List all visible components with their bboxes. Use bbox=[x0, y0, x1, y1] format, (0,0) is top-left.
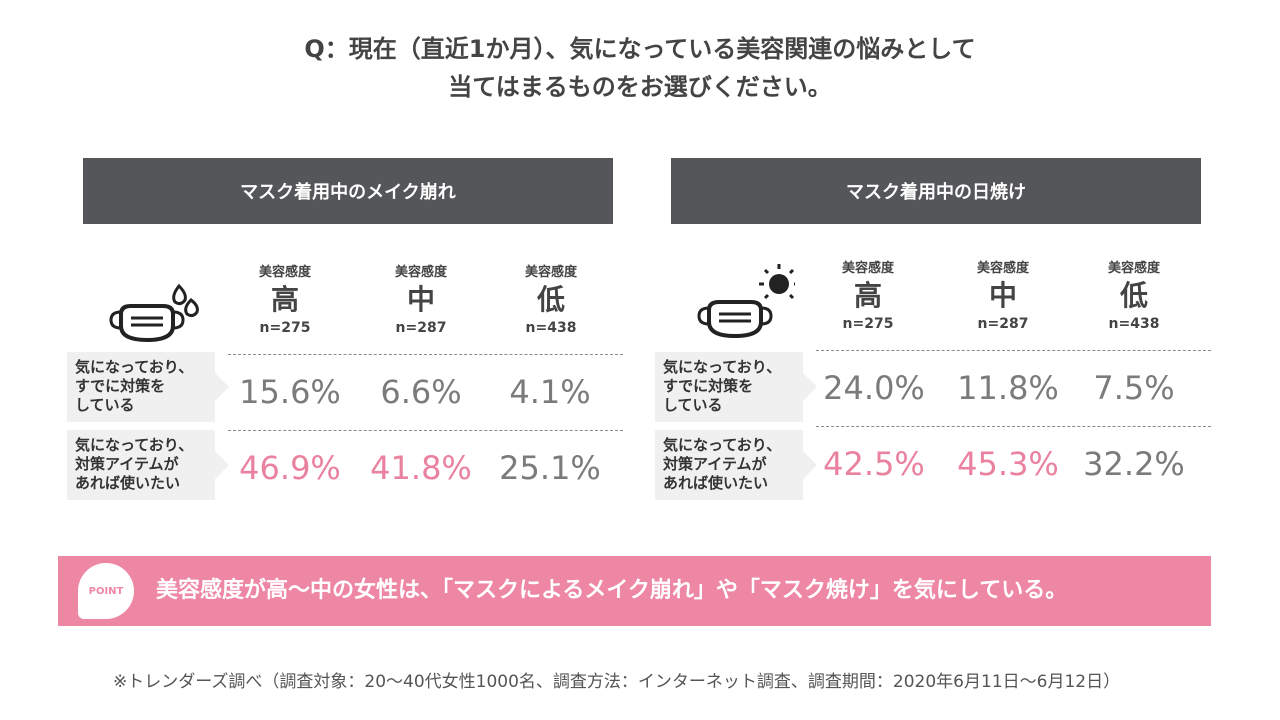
row-label-line: している bbox=[75, 396, 135, 414]
row-label-line: 気になっており、 bbox=[75, 358, 194, 376]
col-n: n=438 bbox=[1108, 316, 1160, 332]
col-label: 美容感度 bbox=[976, 261, 1029, 276]
row-label-line: 気になっており、 bbox=[663, 358, 782, 376]
row-divider bbox=[228, 430, 623, 431]
point-text: 美容感度が高〜中の女性は、「マスクによるメイク崩れ」や「マスク焼け」を気にしてい… bbox=[156, 578, 1068, 603]
col-label: 美容感度 bbox=[841, 261, 894, 276]
col-head-low: 美容感度 低 n=438 bbox=[1079, 260, 1189, 334]
value-cell: 11.8% bbox=[957, 369, 1059, 407]
value-cell: 41.8% bbox=[370, 449, 472, 487]
value-cell: 6.6% bbox=[380, 373, 462, 411]
col-n: n=438 bbox=[525, 320, 577, 336]
row-divider bbox=[816, 426, 1211, 427]
question-line-2: 当てはまるものをお選びください。 bbox=[448, 73, 832, 101]
col-n: n=275 bbox=[259, 320, 311, 336]
col-label: 美容感度 bbox=[1107, 261, 1160, 276]
row-label-already: 気になっており、 すでに対策を している bbox=[655, 352, 817, 422]
row-label-line: すでに対策を bbox=[75, 377, 166, 395]
question-line-1: Q：現在（直近1か月）、気になっている美容関連の悩みとして bbox=[304, 35, 976, 63]
row-label-want: 気になっており、 対策アイテムが あれば使いたい bbox=[655, 430, 817, 500]
value-cell: 25.1% bbox=[499, 449, 601, 487]
value-cell: 15.6% bbox=[239, 373, 341, 411]
row-label-line: すでに対策を bbox=[663, 377, 754, 395]
panel-makeup: マスク着用中のメイク崩れ 美容感度 高 n=275 美容感度 中 n=287 美… bbox=[67, 158, 623, 518]
col-level: 高 bbox=[270, 283, 299, 316]
row-divider bbox=[228, 354, 623, 355]
panel-title: マスク着用中の日焼け bbox=[671, 158, 1201, 224]
row-label-line: あれば使いたい bbox=[663, 474, 769, 492]
row-label-already: 気になっており、 すでに対策を している bbox=[67, 352, 229, 422]
row-label-line: あれば使いたい bbox=[75, 474, 181, 492]
mask-sweat-icon bbox=[109, 283, 199, 343]
col-level: 低 bbox=[1119, 279, 1148, 312]
col-level: 中 bbox=[988, 279, 1017, 312]
row-label-line: 気になっており、 bbox=[663, 436, 782, 454]
col-label: 美容感度 bbox=[524, 265, 577, 280]
row-label-line: 対策アイテムが bbox=[75, 455, 179, 473]
value-cell: 42.5% bbox=[823, 445, 925, 483]
value-cell: 24.0% bbox=[823, 369, 925, 407]
point-banner: POINT 美容感度が高〜中の女性は、「マスクによるメイク崩れ」や「マスク焼け」… bbox=[58, 556, 1211, 626]
col-head-high: 美容感度 高 n=275 bbox=[813, 260, 923, 334]
row-label-want: 気になっており、 対策アイテムが あれば使いたい bbox=[67, 430, 229, 500]
col-head-mid: 美容感度 中 n=287 bbox=[366, 264, 476, 338]
mask-sun-icon bbox=[697, 264, 795, 339]
col-level: 高 bbox=[853, 279, 882, 312]
row-label-line: している bbox=[663, 396, 723, 414]
value-cell: 45.3% bbox=[957, 445, 1059, 483]
col-label: 美容感度 bbox=[394, 265, 447, 280]
row-label-line: 対策アイテムが bbox=[663, 455, 767, 473]
col-n: n=275 bbox=[842, 316, 894, 332]
footnote: ※トレンダーズ調べ（調査対象：20〜40代女性1000名、調査方法：インターネッ… bbox=[113, 672, 1121, 692]
panel-sunburn: マスク着用中の日焼け 美容感度 高 n=275 美容感度 中 n=287 美容感… bbox=[655, 158, 1211, 518]
row-divider bbox=[816, 350, 1211, 351]
row-label-line: 気になっており、 bbox=[75, 436, 194, 454]
col-n: n=287 bbox=[977, 316, 1029, 332]
value-cell: 46.9% bbox=[239, 449, 341, 487]
col-n: n=287 bbox=[395, 320, 447, 336]
col-level: 低 bbox=[536, 283, 565, 316]
value-cell: 4.1% bbox=[509, 373, 591, 411]
value-cell: 32.2% bbox=[1083, 445, 1185, 483]
value-cell: 7.5% bbox=[1093, 369, 1175, 407]
col-label: 美容感度 bbox=[258, 265, 311, 280]
col-head-low: 美容感度 低 n=438 bbox=[496, 264, 606, 338]
col-level: 中 bbox=[406, 283, 435, 316]
point-badge: POINT bbox=[78, 563, 134, 619]
panel-title: マスク着用中のメイク崩れ bbox=[83, 158, 613, 224]
question: Q：現在（直近1か月）、気になっている美容関連の悩みとして 当てはまるものをお選… bbox=[0, 30, 1280, 106]
col-head-high: 美容感度 高 n=275 bbox=[230, 264, 340, 338]
col-head-mid: 美容感度 中 n=287 bbox=[948, 260, 1058, 334]
